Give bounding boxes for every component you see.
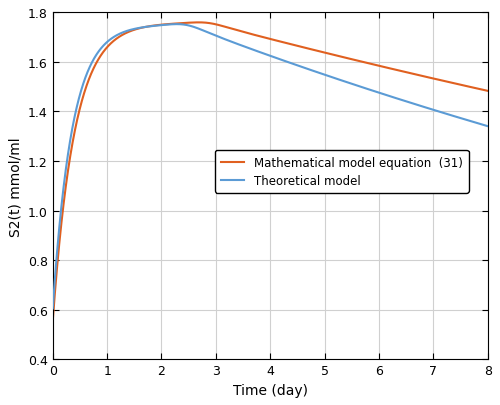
Mathematical model equation  (31) — [50, 319, 56, 324]
Legend: Mathematical model equation  (31), Theoretical model: Mathematical model equation (31), Theore… — [215, 151, 469, 193]
Mathematical model equation  (31) — [430, 77, 436, 81]
Mathematical model equation  (31) — [125, 30, 131, 35]
Mathematical model equation  (31) — [484, 89, 490, 94]
Mathematical model equation  (31) — [476, 87, 482, 92]
Theoretical model — [430, 108, 436, 113]
Line: Theoretical model: Theoretical model — [53, 25, 488, 309]
Theoretical model — [236, 43, 242, 48]
Mathematical model equation  (31) — [196, 21, 202, 26]
Theoretical model — [100, 45, 105, 50]
Y-axis label: S2(t) mmol/ml: S2(t) mmol/ml — [8, 136, 22, 236]
Mathematical model equation  (31) — [236, 29, 242, 34]
Mathematical model equation  (31) — [100, 52, 105, 57]
Theoretical model — [125, 29, 131, 34]
Theoretical model — [484, 124, 490, 129]
Theoretical model — [476, 122, 482, 127]
Line: Mathematical model equation  (31): Mathematical model equation (31) — [53, 23, 488, 321]
Theoretical model — [50, 306, 56, 311]
Theoretical model — [216, 36, 222, 41]
X-axis label: Time (day): Time (day) — [232, 383, 308, 396]
Mathematical model equation  (31) — [216, 24, 222, 29]
Theoretical model — [174, 23, 180, 28]
